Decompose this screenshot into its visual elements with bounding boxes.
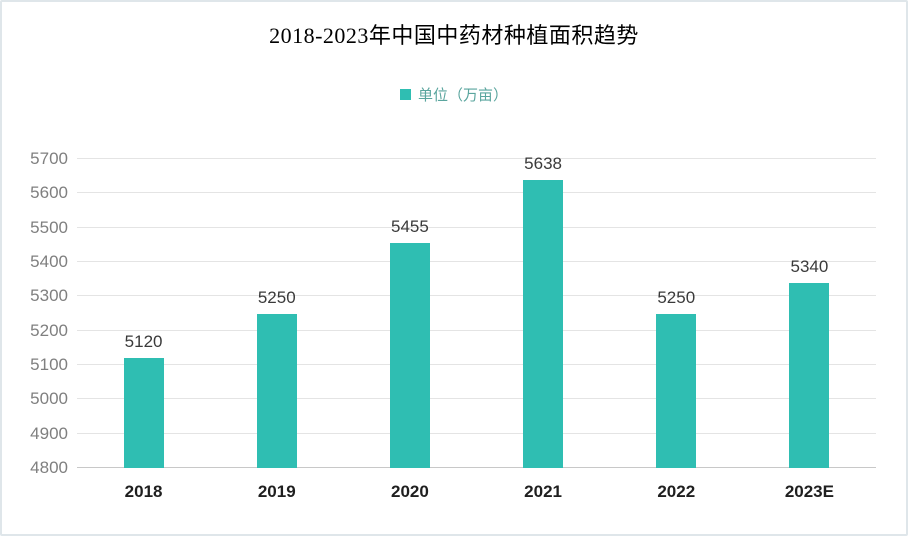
y-tick-label: 5700: [30, 149, 68, 168]
value-label-2020: 5455: [390, 217, 429, 237]
bar-2019: 5250: [256, 288, 297, 468]
gridline: [77, 158, 876, 159]
bar-2018: 5120: [123, 332, 164, 468]
legend-swatch-icon: [399, 89, 411, 100]
x-tick-label-2021: 2021: [524, 482, 562, 501]
value-label-2018: 5120: [124, 332, 163, 352]
x-axis-line: [77, 467, 876, 468]
value-label-2019: 5250: [257, 287, 296, 307]
x-tick-label-2018: 2018: [124, 482, 163, 501]
y-tick-label: 5300: [30, 286, 68, 306]
y-tick-label: 5400: [30, 252, 68, 271]
gridline: [77, 261, 876, 262]
legend: 单位（万亩）: [2, 84, 906, 105]
y-tick-label: 4900: [30, 423, 68, 443]
x-tick-label-2020: 2020: [390, 482, 429, 501]
gridline: [77, 295, 876, 297]
y-tick-label: 4800: [30, 458, 68, 477]
value-label-2022: 5250: [657, 287, 696, 307]
y-tick-label: 5600: [30, 183, 68, 203]
x-tick-label-2023E: 2023E: [784, 482, 834, 501]
gridline: [77, 192, 876, 194]
x-tick-label-2019: 2019: [257, 482, 296, 501]
y-tick-label: 5000: [30, 389, 68, 409]
value-label-2023E: 5340: [790, 256, 829, 276]
y-tick-label: 5200: [30, 320, 68, 340]
bar-2022: 5250: [656, 288, 697, 468]
legend-label: 单位（万亩）: [417, 87, 508, 104]
gridline: [77, 432, 876, 434]
y-tick-label: 5500: [30, 217, 68, 237]
bar-2023E: 5340: [789, 257, 830, 468]
bar-2021: 5638: [523, 154, 564, 468]
gridline: [77, 226, 876, 228]
gridline: [77, 329, 876, 331]
bar-2020: 5455: [389, 217, 430, 468]
gridline: [77, 364, 876, 365]
x-tick-label-2022: 2022: [657, 482, 696, 501]
gridline: [77, 398, 876, 400]
y-tick-label: 5100: [30, 355, 68, 374]
value-label-2021: 5638: [524, 154, 562, 174]
chart-title: 2018-2023年中国中药材种植面积趋势: [269, 23, 639, 48]
plot-area: 4800 4900 5000 5100 5200 5300 5400 5500 5600 5700…: [30, 149, 876, 501]
